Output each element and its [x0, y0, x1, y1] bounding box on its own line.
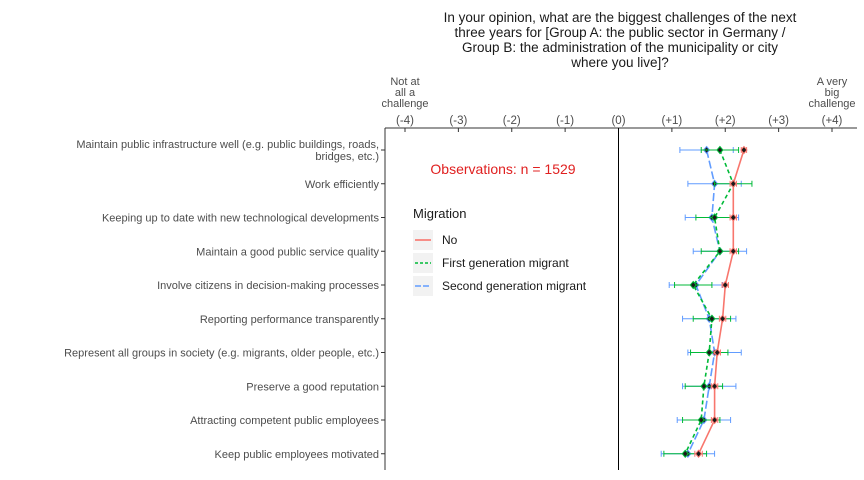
category-label: Represent all groups in society (e.g. mi… [64, 348, 379, 360]
data-point [718, 314, 727, 324]
category-label: Involve citizens in decision-making proc… [157, 280, 379, 292]
data-point [740, 145, 748, 155]
data-point [700, 381, 708, 391]
category-label: Preserve a good reputation [246, 381, 379, 393]
series-line [697, 149, 745, 455]
data-point [708, 314, 716, 324]
category-label: Keeping up to date with new technologica… [102, 213, 380, 225]
x-left-end-label: Not at [390, 76, 419, 88]
x-tick-label: (+4) [822, 115, 843, 127]
x-left-end-label: all a [395, 87, 416, 99]
x-tick-label: (+1) [661, 115, 682, 127]
data-point [713, 348, 721, 357]
x-tick-label: (-3) [449, 115, 467, 127]
legend-label: No [442, 233, 458, 247]
legend-title: Migration [413, 206, 466, 221]
category-label: Reporting performance transparently [200, 314, 380, 326]
series-no [694, 145, 748, 459]
x-tick-label: (-4) [396, 115, 414, 127]
chart-title-line: In your opinion, what are the biggest ch… [444, 10, 797, 25]
data-point [710, 381, 719, 391]
data-point [729, 246, 737, 256]
x-right-end-label: big [825, 87, 840, 99]
data-point [721, 280, 729, 290]
category-label: Keep public employees motivated [215, 449, 379, 461]
x-tick-label: (+3) [768, 115, 789, 127]
x-tick-label: (-1) [556, 115, 574, 127]
category-label: Attracting competent public employees [190, 415, 379, 427]
category-label: Maintain public infrastructure well (e.g… [76, 139, 379, 151]
category-label: Work efficiently [305, 179, 380, 191]
data-point [716, 246, 724, 256]
data-point [710, 213, 719, 222]
x-left-end-label: challenge [381, 98, 428, 110]
data-point [716, 145, 724, 155]
series-line [684, 149, 735, 455]
x-right-end-label: challenge [808, 98, 855, 110]
x-right-end-label: A very [817, 76, 848, 88]
category-label: bridges, etc.) [315, 151, 379, 163]
category-label: Maintain a good public service quality [196, 246, 379, 258]
chart-title-line: Group B: the administration of the munic… [462, 40, 778, 55]
x-tick-label: (-2) [503, 115, 521, 127]
legend-label: First generation migrant [442, 256, 569, 270]
chart-title-line: where you live]? [570, 55, 669, 70]
legend-label: Second generation migrant [442, 279, 587, 293]
x-tick-label: (+2) [715, 115, 736, 127]
data-point [729, 213, 737, 222]
observations-annotation: Observations: n = 1529 [430, 161, 575, 177]
data-point [697, 415, 705, 425]
data-point [729, 179, 737, 189]
x-tick-label: (0) [611, 115, 625, 127]
data-point [689, 280, 697, 290]
data-point [710, 415, 719, 425]
chart-title-line: three years for [Group A: the public sec… [455, 25, 786, 40]
plot-panel [385, 128, 857, 470]
data-point [705, 348, 713, 357]
series-line [687, 149, 721, 455]
data-point [694, 449, 703, 459]
data-point [681, 449, 689, 459]
